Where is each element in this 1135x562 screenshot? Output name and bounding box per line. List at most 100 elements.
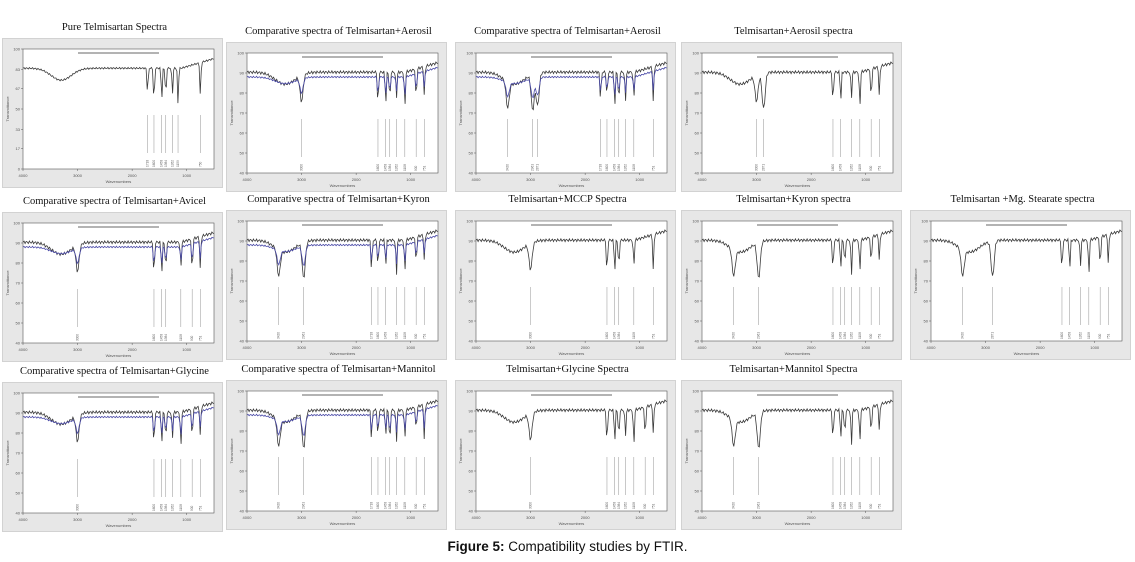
y-tick-label: 90 [16, 411, 21, 416]
sample-spectrum-line [701, 61, 894, 108]
reference-spectrum-line [246, 66, 439, 95]
y-tick-label: 60 [240, 131, 245, 136]
y-tick-label: 0 [18, 167, 21, 172]
peak-label: 3420 [732, 502, 736, 509]
reference-spectrum-line [475, 66, 668, 99]
y-tick-label: 100 [692, 51, 699, 56]
y-tick-label: 70 [16, 281, 21, 286]
y-axis-label: Transmittance [684, 438, 689, 464]
peak-label: 751 [198, 335, 202, 341]
ftir-spectrum-chart: 4000 3000 2000 1000 Wavenumbers 40 50 60 70 80 90 1… [458, 219, 668, 356]
spectrum-frame: 4000 3000 2000 1000 Wavenumbers 40 50 60 70 80 90 1… [681, 210, 902, 360]
y-tick-label: 40 [469, 171, 474, 176]
x-tick-label: 2000 [807, 515, 817, 520]
peak-label: 751 [422, 333, 426, 339]
y-tick-label: 90 [240, 239, 245, 244]
peak-label: 1384 [164, 334, 168, 341]
peak-label: 751 [1106, 333, 1110, 339]
x-tick-label: 3000 [526, 177, 536, 182]
y-tick-label: 100 [13, 391, 20, 396]
peak-label: 1600 [605, 502, 609, 509]
y-tick-label: 60 [924, 299, 929, 304]
y-tick-label: 70 [469, 111, 474, 116]
y-tick-label: 40 [695, 339, 700, 344]
peak-label: 1384 [388, 502, 392, 509]
panel-title: Telmisartan+Mannitol Spectra [729, 364, 858, 375]
y-tick-label: 50 [16, 107, 21, 112]
x-tick-label: 1000 [182, 173, 192, 178]
x-axis-label: Wavenumbers [106, 179, 132, 184]
x-tick-label: 1000 [635, 345, 645, 350]
peak-label: 1600 [152, 160, 156, 167]
spectrum-frame: 4000 3000 2000 1000 Wavenumbers 40 50 60 70 80 90 1… [2, 212, 223, 362]
peak-label: 1108 [403, 502, 407, 509]
x-tick-label: 4000 [927, 345, 937, 350]
y-tick-label: 90 [695, 239, 700, 244]
peak-label: 1458 [1068, 332, 1072, 339]
x-tick-label: 3000 [752, 515, 762, 520]
x-tick-label: 4000 [243, 515, 253, 520]
peak-label: 1600 [1060, 332, 1064, 339]
y-tick-label: 33 [16, 127, 21, 132]
y-tick-label: 40 [240, 509, 245, 514]
y-tick-label: 50 [695, 489, 700, 494]
peak-label: 2871 [762, 164, 766, 171]
peak-label: 900 [190, 335, 194, 341]
x-tick-label: 3000 [526, 515, 536, 520]
x-tick-label: 4000 [19, 173, 29, 178]
x-axis-label: Wavenumbers [106, 523, 132, 528]
peak-label: 1262 [623, 164, 627, 171]
ftir-spectrum-chart: 4000 3000 2000 1000 Wavenumbers 40 50 60 70 80 90 1… [684, 219, 894, 356]
peak-label: 1458 [613, 164, 617, 171]
spectrum-frame: 4000 3000 2000 1000 Wavenumbers 40 50 60 70 80 90 1… [226, 42, 447, 192]
ftir-spectrum-chart: 4000 3000 2000 1000 Wavenumbers 40 50 60 70 80 90 1… [458, 389, 668, 526]
peak-label: 1108 [858, 332, 862, 339]
sample-spectrum-line [22, 57, 215, 104]
y-tick-label: 50 [695, 319, 700, 324]
panel-pure-telmisartan: Pure Telmisartan Spectra 4000 3000 2000 100… [2, 22, 227, 192]
y-tick-label: 80 [695, 91, 700, 96]
y-tick-label: 70 [240, 111, 245, 116]
x-axis-label: Wavenumbers [559, 351, 585, 356]
peak-label: 1458 [613, 332, 617, 339]
peak-label: 751 [877, 165, 881, 171]
y-tick-label: 100 [466, 219, 473, 224]
peak-label: 3420 [506, 164, 510, 171]
y-tick-label: 100 [466, 51, 473, 56]
x-tick-label: 3000 [73, 517, 83, 522]
x-tick-label: 4000 [472, 515, 482, 520]
panel-aerosil: Telmisartan+Aerosil spectra 4000 3000 2000… [681, 26, 906, 196]
peak-label: 900 [190, 505, 194, 511]
y-tick-label: 40 [16, 341, 21, 346]
x-tick-label: 2000 [128, 347, 138, 352]
panel-title: Comparative spectra of Telmisartan+Aeros… [245, 26, 432, 37]
y-tick-label: 40 [240, 339, 245, 344]
spectrum-frame: 4000 3000 2000 1000 Wavenumbers 40 50 60 70 80 90 1… [226, 210, 447, 360]
x-tick-label: 2000 [352, 345, 362, 350]
peak-label: 1384 [843, 332, 847, 339]
ftir-spectrum-chart: 4000 3000 2000 1000 Wavenumbers 40 50 60 70 80 90 1… [229, 389, 439, 526]
reference-spectrum-line [22, 236, 215, 265]
peak-label: 1600 [376, 332, 380, 339]
peak-label: 1718 [370, 502, 374, 509]
panel-title: Pure Telmisartan Spectra [61, 22, 168, 33]
y-tick-label: 60 [240, 469, 245, 474]
peak-label: 900 [643, 503, 647, 509]
peak-label: 1458 [384, 164, 388, 171]
x-tick-label: 4000 [243, 177, 253, 182]
x-tick-label: 3000 [752, 345, 762, 350]
peak-label: 1159 [176, 160, 180, 167]
y-tick-label: 90 [924, 239, 929, 244]
y-tick-label: 100 [692, 389, 699, 394]
y-axis-label: Transmittance [229, 438, 234, 464]
x-tick-label: 4000 [472, 177, 482, 182]
peak-label: 1262 [623, 502, 627, 509]
peak-label: 1108 [858, 164, 862, 171]
x-tick-label: 3000 [73, 173, 83, 178]
spectrum-frame: 4000 3000 2000 1000 Wavenumbers 40 50 60 70 80 90 1… [455, 380, 676, 530]
peak-label: 1600 [831, 502, 835, 509]
x-axis-label: Wavenumbers [330, 351, 356, 356]
peak-label: 1108 [858, 502, 862, 509]
y-tick-label: 90 [469, 239, 474, 244]
spectrum-frame: 4000 3000 2000 1000 Wavenumbers 40 50 60 70 80 90 1… [681, 380, 902, 530]
